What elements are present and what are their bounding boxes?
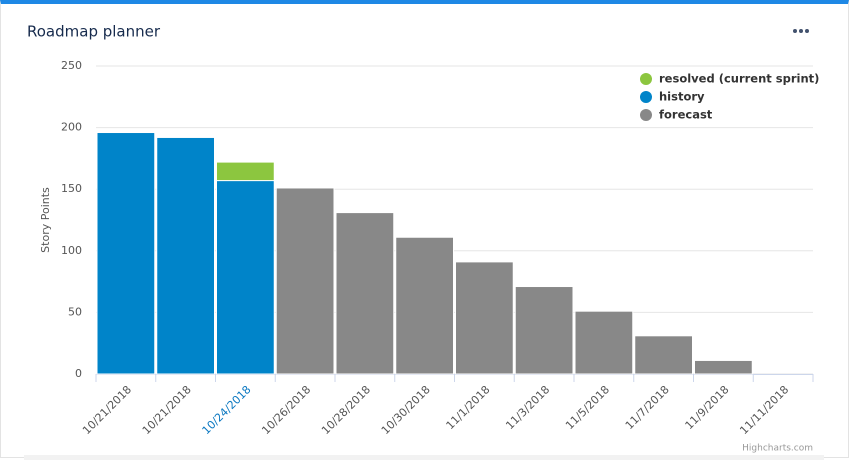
y-tick-label: 100 bbox=[61, 244, 82, 257]
x-tick-label: 10/24/2018 bbox=[200, 383, 254, 437]
legend-label: history bbox=[659, 90, 705, 104]
legend-label: resolved (current sprint) bbox=[659, 72, 819, 86]
y-axis-title: Story Points bbox=[39, 187, 52, 253]
legend-label: forecast bbox=[659, 108, 713, 122]
x-tick-label: 11/7/2018 bbox=[623, 383, 672, 432]
legend-marker bbox=[640, 73, 652, 85]
bar bbox=[694, 359, 753, 375]
x-tick-label: 11/9/2018 bbox=[683, 383, 732, 432]
bar bbox=[216, 180, 275, 375]
x-tick-label: 10/21/2018 bbox=[80, 383, 134, 437]
y-tick-label: 50 bbox=[68, 305, 82, 318]
bar bbox=[395, 236, 454, 375]
menu-button[interactable] bbox=[793, 29, 809, 33]
legend-marker bbox=[640, 91, 652, 103]
x-tick-label: 11/3/2018 bbox=[503, 383, 552, 432]
bar bbox=[514, 286, 574, 375]
bar bbox=[634, 335, 693, 375]
y-tick-label: 0 bbox=[75, 367, 82, 380]
x-tick-label: 10/26/2018 bbox=[259, 383, 313, 437]
x-tick-label: 11/1/2018 bbox=[444, 383, 493, 432]
bar bbox=[455, 261, 514, 375]
footer-strip bbox=[24, 455, 824, 460]
card-title: Roadmap planner bbox=[27, 23, 161, 41]
bar bbox=[335, 212, 395, 375]
bar bbox=[574, 310, 634, 375]
x-tick-label: 11/5/2018 bbox=[563, 383, 612, 432]
bar bbox=[156, 136, 215, 375]
bar bbox=[216, 161, 275, 182]
y-tick-label: 150 bbox=[61, 182, 82, 195]
bar bbox=[96, 132, 156, 375]
x-tick-label: 11/11/2018 bbox=[737, 383, 791, 437]
x-tick-label: 10/30/2018 bbox=[379, 383, 433, 437]
x-tick-label: 10/28/2018 bbox=[319, 383, 373, 437]
y-tick-label: 200 bbox=[61, 121, 82, 134]
credits: Highcharts.com bbox=[742, 444, 813, 454]
legend-marker bbox=[640, 109, 652, 121]
x-tick-label: 10/21/2018 bbox=[140, 383, 194, 437]
bar bbox=[275, 187, 335, 375]
y-tick-label: 250 bbox=[61, 59, 82, 72]
